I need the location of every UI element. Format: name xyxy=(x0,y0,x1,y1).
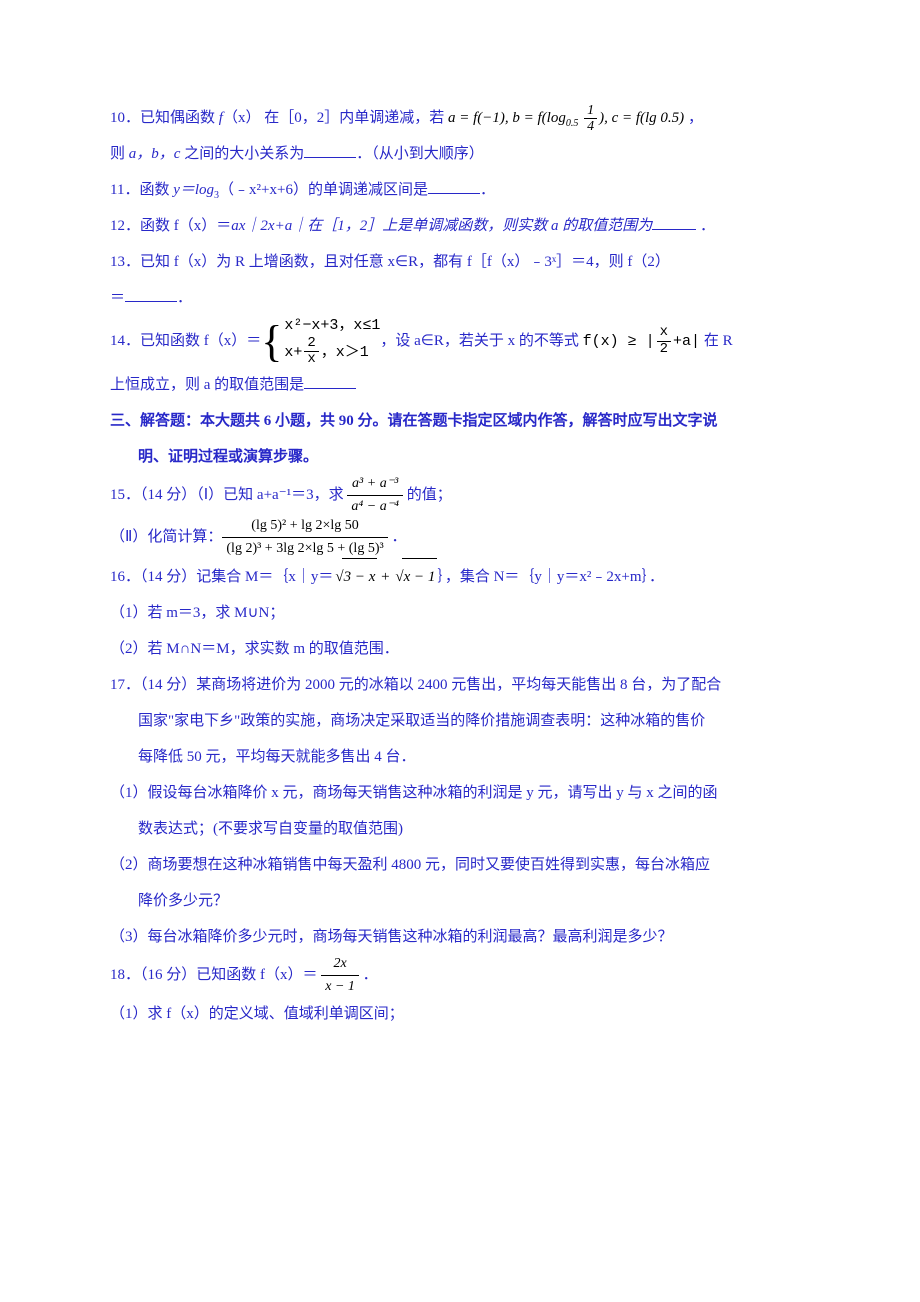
question-14: 14．已知函数 f（x）＝ { x²−x+3，x≤1 x+2x，x＞1 ，设 a… xyxy=(110,316,810,367)
q14-ineq: f(x) ≥ |x2+a| xyxy=(583,333,700,350)
blank-11[interactable] xyxy=(428,178,480,194)
q10-text: 10．已知偶函数 xyxy=(110,110,219,126)
question-13: 13．已知 f（x）为 R 上增函数，且对任意 x∈R，都有 f［f（x）﹣3ˣ… xyxy=(110,244,810,280)
blank-13[interactable] xyxy=(125,286,177,302)
blank-12[interactable] xyxy=(652,214,696,230)
question-17-p2: （2）商场要想在这种冰箱销售中每天盈利 4800 元，同时又要使百姓得到实惠，每… xyxy=(110,847,810,883)
q18-frac: 2xx − 1 xyxy=(321,955,359,996)
brace-icon: { xyxy=(261,320,282,364)
q14-piecewise: { x²−x+3，x≤1 x+2x，x＞1 xyxy=(261,316,380,367)
q10-frac: 14 xyxy=(584,103,597,135)
q10-x: （x） xyxy=(223,110,261,126)
question-17-p2b: 降价多少元？ xyxy=(110,883,810,919)
question-17-l3: 每降低 50 元，平均每天就能多售出 4 台． xyxy=(110,739,810,775)
question-10: 10．已知偶函数 f（x） 在［0，2］内单调递减，若 a = f(−1), b… xyxy=(110,100,810,136)
q10-mid: 在［0，2］内单调递减，若 xyxy=(260,110,448,126)
q15-frac: a³ + a⁻³a⁴ − a⁻⁴ xyxy=(347,475,403,516)
q16-sqrt1: 3 − x xyxy=(333,569,377,585)
q10-eq: a = f(−1), b = f(log0.5 14), c = f(lg 0.… xyxy=(448,110,684,126)
section-3-header: 三、解答题：本大题共 6 小题，共 90 分。请在答题卡指定区域内作答，解答时应… xyxy=(110,403,810,439)
question-17-p1b: 数表达式；(不要求写自变量的取值范围) xyxy=(110,811,810,847)
question-12: 12．函数 f（x）＝ax｜2x+a｜在［1，2］上是单调减函数，则实数 a 的… xyxy=(110,208,810,244)
question-13-line2: ＝． xyxy=(110,280,810,316)
question-17-l2: 国家"家电下乡"政策的实施，商场决定采取适当的降价措施调查表明：这种冰箱的售价 xyxy=(110,703,810,739)
question-15-part2: （Ⅱ）化简计算：(lg 5)² + lg 2×lg 50(lg 2)³ + 3l… xyxy=(110,517,810,558)
question-17: 17．（14 分）某商场将进价为 2000 元的冰箱以 2400 元售出，平均每… xyxy=(110,667,810,703)
question-16: 16．（14 分）记集合 M＝｛x｜y＝3 − x + x − 1｝，集合 N＝… xyxy=(110,558,810,595)
q16-sqrt2: x − 1 xyxy=(393,569,437,585)
question-11: 11．函数 y＝log3（﹣x²+x+6）的单调递减区间是． xyxy=(110,172,810,208)
question-10-line2: 则 a，b，c 之间的大小关系为．（从小到大顺序） xyxy=(110,136,810,172)
q10-tail: ， xyxy=(684,110,703,126)
q15-bigfrac: (lg 5)² + lg 2×lg 50(lg 2)³ + 3lg 2×lg 5… xyxy=(222,517,387,558)
question-15: 15．（14 分）（Ⅰ）已知 a+a⁻¹＝3，求 a³ + a⁻³a⁴ − a⁻… xyxy=(110,475,810,516)
q14-frac2: x2 xyxy=(657,325,671,357)
question-17-p3: （3）每台冰箱降价多少元时，商场每天销售这种冰箱的利润最高？最高利润是多少？ xyxy=(110,919,810,955)
question-14-line2: 上恒成立，则 a 的取值范围是 xyxy=(110,367,810,403)
question-18: 18．（16 分）已知函数 f（x）＝ 2xx − 1 ． xyxy=(110,955,810,996)
question-16-p1: （1）若 m＝3，求 M∪N； xyxy=(110,595,810,631)
question-17-p1: （1）假设每台冰箱降价 x 元，商场每天销售这种冰箱的利润是 y 元，请写出 y… xyxy=(110,775,810,811)
blank-14[interactable] xyxy=(304,373,356,389)
q14-frac1: 2x xyxy=(304,336,318,368)
section-3-header-l2: 明、证明过程或演算步骤。 xyxy=(110,439,810,475)
blank-10[interactable] xyxy=(304,142,356,158)
question-18-p1: （1）求 f（x）的定义域、值域利单调区间； xyxy=(110,996,810,1032)
question-16-p2: （2）若 M∩N＝M，求实数 m 的取值范围． xyxy=(110,631,810,667)
exam-page: 10．已知偶函数 f（x） 在［0，2］内单调递减，若 a = f(−1), b… xyxy=(0,0,920,1302)
